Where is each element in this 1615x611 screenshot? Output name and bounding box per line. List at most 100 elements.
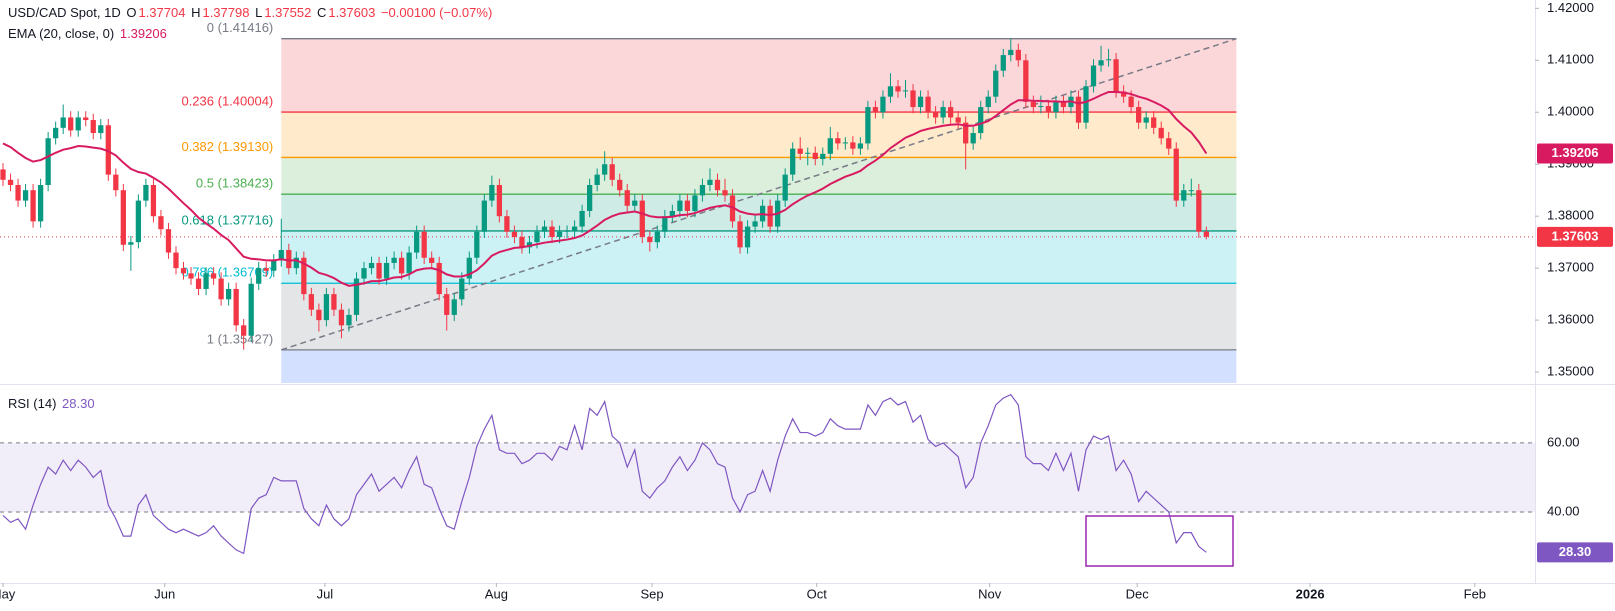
x-tick-label: Dec (1126, 586, 1150, 601)
candle-body (1083, 86, 1089, 123)
y-tick-label: 1.36000 (1547, 312, 1594, 327)
candle-body (790, 148, 796, 175)
candle-body (286, 249, 292, 269)
candle-body (188, 273, 194, 279)
candle-body (662, 216, 668, 232)
candle-body (699, 185, 706, 196)
candle-body (519, 236, 525, 248)
candle-body (579, 210, 585, 227)
candle-body (1158, 127, 1164, 139)
candle-body (53, 127, 59, 139)
fib-label: 0 (1.41416) (207, 20, 274, 35)
candle-body (1060, 101, 1067, 108)
candle-body (865, 107, 871, 144)
candle-body (1008, 49, 1014, 56)
ema-line (2, 90, 1208, 287)
x-tick-label: Sep (640, 586, 663, 601)
candle-body (985, 96, 991, 108)
candle-body (1105, 59, 1112, 61)
candle-body (947, 107, 954, 118)
candle-body (346, 314, 352, 326)
candle-body (15, 185, 21, 201)
candle-body (481, 200, 487, 232)
candle-body (391, 257, 397, 263)
candle-body (421, 231, 427, 258)
ohlc-label: H (191, 5, 201, 20)
candle-body (173, 252, 179, 269)
fib-band (281, 157, 1237, 195)
candle-body (331, 294, 337, 310)
price-badge-bg (1537, 226, 1613, 247)
candle-body (90, 120, 96, 134)
candle-body (241, 325, 247, 336)
candle-body (158, 216, 164, 230)
candle-body (128, 242, 134, 245)
candle-body (466, 257, 472, 279)
candle-body (594, 174, 600, 186)
candle-body (301, 257, 307, 295)
candle-body (564, 230, 570, 232)
candle-body (180, 268, 187, 274)
candle-body (474, 231, 480, 258)
candle-body (383, 262, 390, 279)
candle-body (218, 278, 224, 300)
fib-band (281, 283, 1237, 350)
candle-body (135, 200, 142, 243)
candle-body (406, 252, 412, 274)
candle-body (744, 226, 751, 248)
candle-body (1151, 117, 1157, 128)
candle-body (489, 185, 495, 201)
candle-body (105, 125, 111, 175)
candle-body (549, 226, 555, 237)
candle-body (1188, 190, 1194, 192)
candle-body (872, 107, 879, 113)
candle-body (692, 195, 698, 211)
candle-body (970, 133, 976, 144)
candle-body (30, 190, 36, 222)
candle-body (677, 200, 683, 211)
candle-body (165, 229, 172, 253)
candle-body (940, 107, 946, 118)
candle-body (444, 294, 450, 315)
candle-body (271, 260, 277, 271)
candle-body (1120, 91, 1127, 97)
candle-body (60, 117, 66, 128)
candle-body (1053, 101, 1059, 113)
x-tick-label: Aug (485, 586, 508, 601)
x-tick-label: Feb (1464, 586, 1486, 601)
candle-body (963, 122, 969, 144)
candle-body (504, 216, 510, 232)
candle-body (669, 210, 675, 217)
rsi-tick-label: 40.00 (1547, 503, 1580, 518)
fib-band (281, 112, 1237, 158)
y-tick-label: 1.40000 (1547, 104, 1594, 119)
candle-body (143, 185, 149, 201)
candle-body (1098, 60, 1104, 66)
candle-body (226, 288, 232, 300)
candle-body (932, 112, 939, 118)
y-tick-label: 1.38000 (1547, 208, 1594, 223)
candle-body (602, 164, 608, 175)
fib-label: 0.236 (1.40004) (181, 93, 273, 108)
y-tick-label: 1.42000 (1547, 0, 1594, 15)
candle-body (1015, 49, 1021, 61)
candle-body (714, 179, 721, 191)
candle-body (887, 86, 894, 97)
candle-body (1090, 65, 1097, 87)
candle-body (83, 117, 89, 121)
candle-body (1143, 117, 1149, 123)
candle-body (353, 278, 360, 315)
candle-body (1000, 55, 1006, 71)
rsi-band (0, 442, 1535, 512)
rsi-name: RSI (14) (8, 396, 57, 411)
rsi-badge: 28.30 (1559, 544, 1592, 559)
legend-rsi: RSI (14) 28.30 (8, 396, 97, 411)
candle-body (75, 117, 81, 131)
candle-body (978, 107, 984, 134)
candle-body (647, 236, 653, 243)
candle-body (880, 96, 886, 113)
candle-body (820, 153, 826, 160)
candle-body (782, 174, 788, 201)
candle-body (752, 221, 758, 227)
candle-body (624, 190, 630, 206)
